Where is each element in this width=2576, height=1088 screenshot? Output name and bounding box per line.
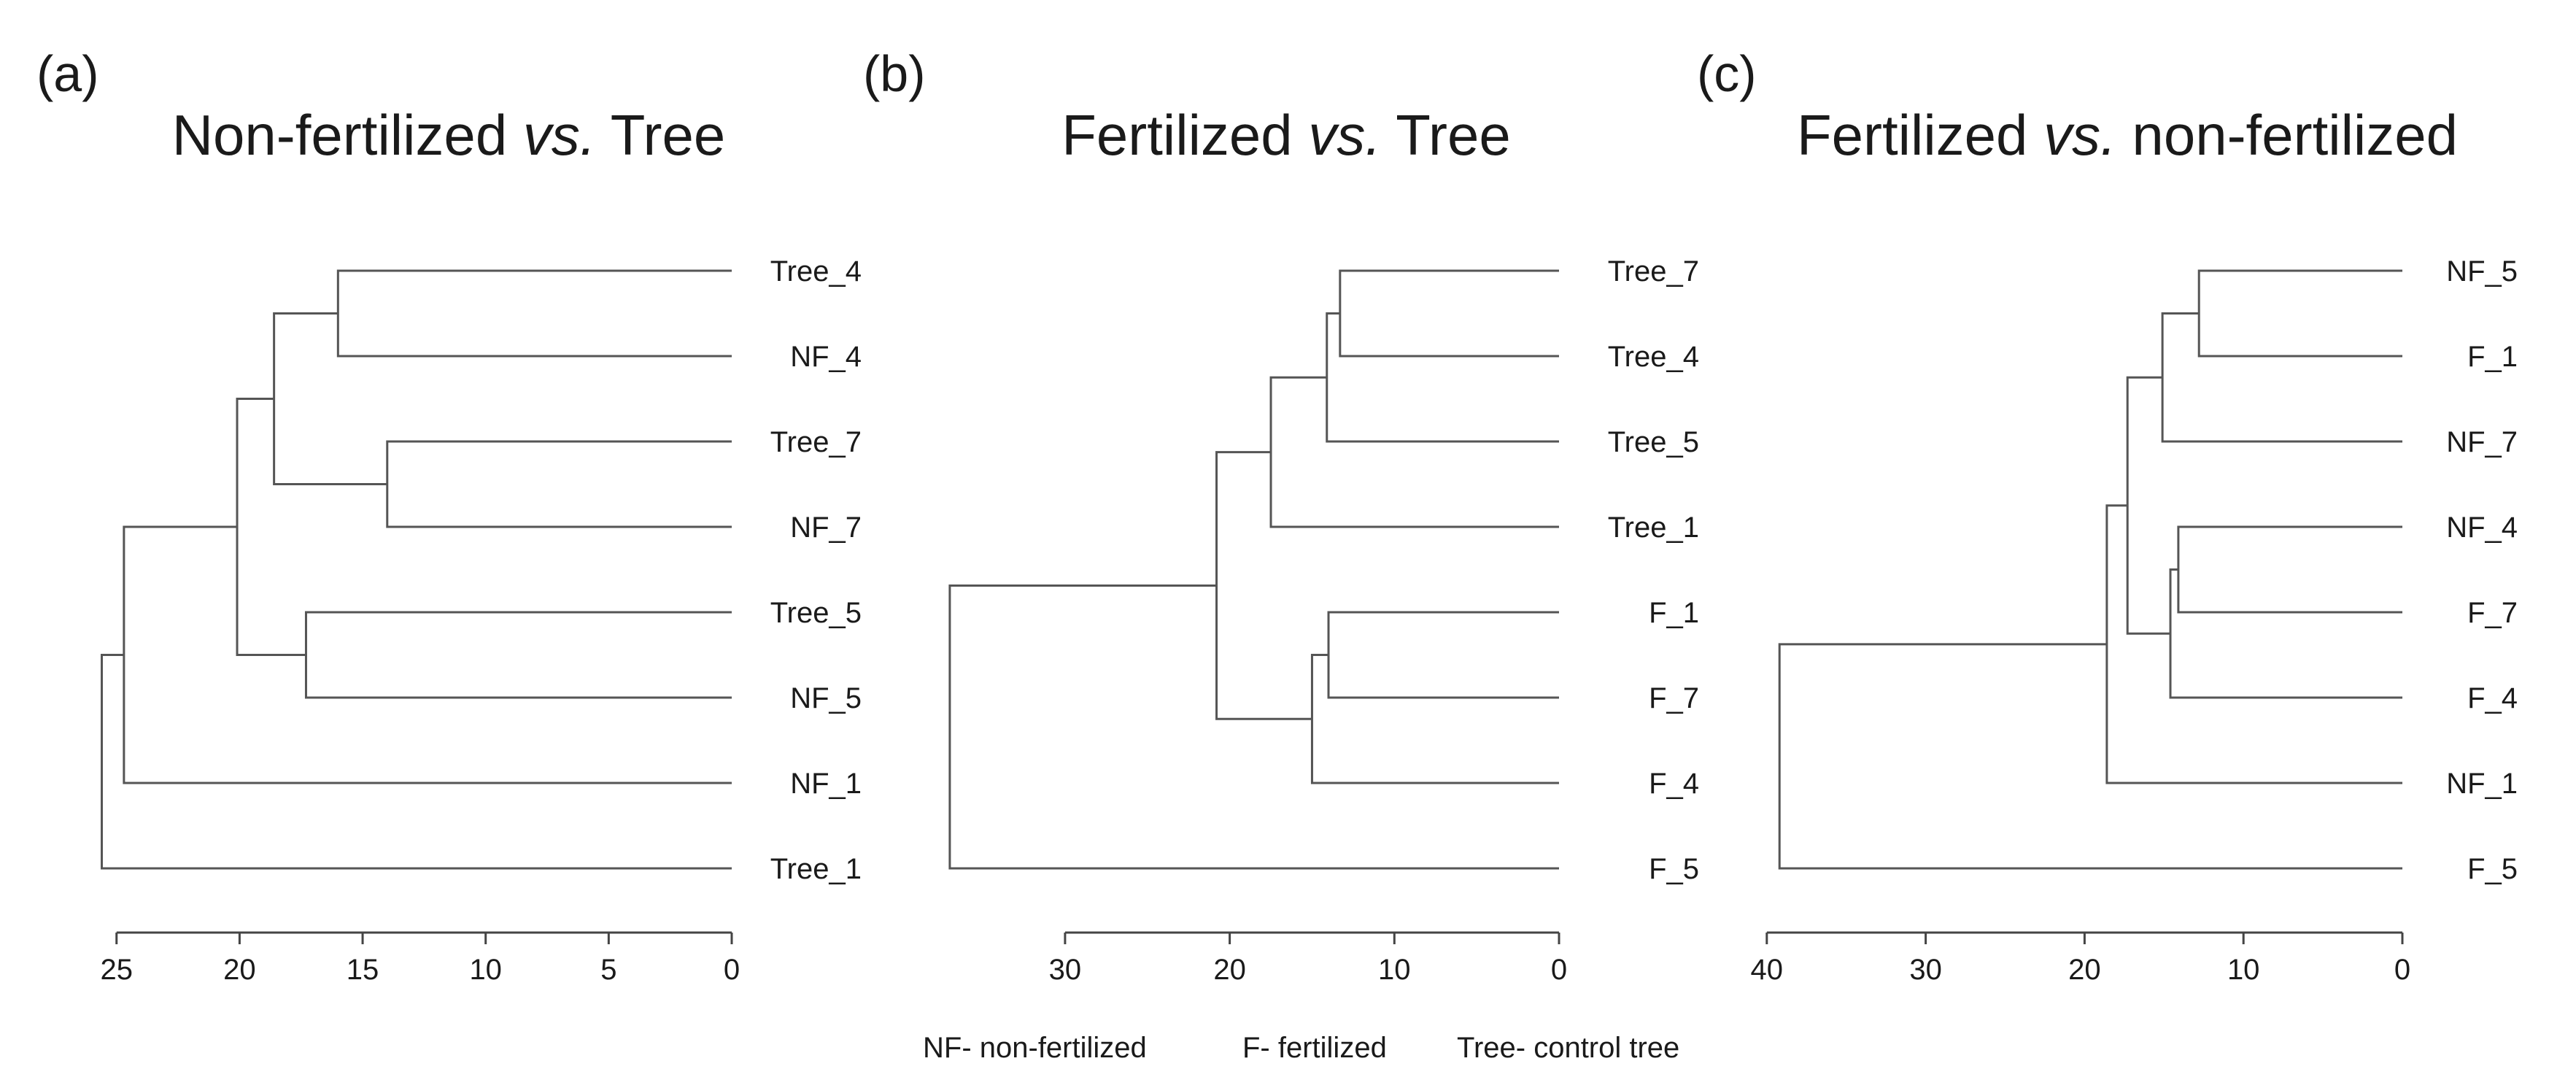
dendrogram-branch-A7 [101, 654, 732, 870]
dendrogram-branch-B6 [1215, 451, 1312, 720]
x-tick-label: 20 [223, 954, 256, 986]
dendrogram-branch-A3 [273, 312, 387, 485]
legend-nf: NF- non-fertilized [923, 1032, 1147, 1064]
leaf-label: Tree_5 [1608, 426, 1699, 458]
leaf-label: F_1 [2467, 341, 2518, 373]
dendrogram-branch-A4 [304, 611, 732, 699]
leaf-label: Tree_1 [1608, 512, 1699, 544]
panel-c-title: Fertilized vs. non-fertilized [1797, 103, 2458, 167]
panel-a-label: (a) [36, 45, 99, 102]
x-tick-label: 10 [469, 954, 502, 986]
panel-b: (b) Fertilized vs. Tree Tree_7 Tree_4 Tree… [863, 45, 1699, 986]
leaf-label: F_7 [1649, 682, 1699, 714]
x-tick-label: 20 [2068, 954, 2101, 986]
panel-b-title: Fertilized vs. Tree [1061, 103, 1511, 167]
legend-tree: Tree- control tree [1457, 1032, 1679, 1064]
x-tick-label: 30 [1909, 954, 1942, 986]
dendrogram-branch-B2 [1326, 312, 1559, 443]
legend: NF- non-fertilized F- fertilized Tree- c… [923, 1032, 1679, 1064]
dendrogram-branch-A5 [236, 398, 306, 656]
leaf-label: NF_1 [790, 768, 862, 800]
leaf-label: Tree_1 [770, 853, 862, 885]
leaf-label: NF_7 [2446, 426, 2518, 458]
panel-a-title: Non-fertilized vs. Tree [172, 103, 726, 167]
dendrogram-branch-A1 [336, 269, 732, 358]
leaf-label: NF_5 [2446, 255, 2518, 288]
dendrogram-branch-C7 [1778, 643, 2402, 870]
panel-c-label: (c) [1697, 45, 1757, 102]
dendrogram-branch-C1 [2197, 269, 2402, 358]
x-tick-label: 10 [1378, 954, 1411, 986]
x-tick-label: 40 [1751, 954, 1784, 986]
dendrogram-branch-C4 [2169, 568, 2402, 699]
x-tick-label: 10 [2227, 954, 2260, 986]
leaf-label: F_5 [2467, 853, 2518, 885]
dendrogram-branch-B7 [948, 584, 1559, 870]
leaf-label: NF_5 [790, 682, 862, 714]
dendrogram-branch-C5 [2126, 376, 2171, 635]
leaf-label: Tree_4 [770, 255, 862, 288]
dendrogram-branch-C3 [2177, 525, 2402, 614]
x-tick-label: 0 [724, 954, 740, 986]
dendrogram-branch-B3 [1269, 376, 1559, 528]
x-tick-label: 5 [600, 954, 616, 986]
dendrogram-branch-A6 [123, 525, 732, 784]
leaf-label: F_4 [2467, 682, 2518, 714]
leaf-label: Tree_5 [770, 597, 862, 629]
panel-a: (a) Non-fertilized vs. Tree Tree_4 NF_4 Tr… [36, 45, 862, 986]
leaf-label: Tree_4 [1608, 341, 1699, 373]
x-tick-label: 20 [1213, 954, 1246, 986]
leaf-label: F_5 [1649, 853, 1699, 885]
leaf-label: Tree_7 [1608, 255, 1699, 288]
leaf-label: Tree_7 [770, 426, 862, 458]
dendrogram-branch-B5 [1310, 654, 1559, 784]
dendrogram-branch-A2 [386, 440, 732, 528]
legend-f: F- fertilized [1242, 1032, 1387, 1064]
panel-b-label: (b) [863, 45, 926, 102]
leaf-label: F_7 [2467, 597, 2518, 629]
x-tick-label: 30 [1049, 954, 1082, 986]
x-tick-label: 0 [1551, 954, 1567, 986]
dendrogram-branch-C6 [2105, 504, 2402, 784]
leaf-label: F_1 [1649, 597, 1699, 629]
panel-c: (c) Fertilized vs. non-fertilized NF_5 F_… [1697, 45, 2518, 986]
leaf-label: NF_4 [790, 341, 862, 373]
x-tick-label: 25 [101, 954, 134, 986]
x-tick-label: 15 [347, 954, 379, 986]
leaf-label: F_4 [1649, 768, 1699, 800]
leaf-label: NF_7 [790, 512, 862, 544]
dendrogram-branch-B1 [1339, 269, 1559, 358]
dendrogram-branch-B4 [1327, 611, 1559, 699]
leaf-label: NF_1 [2446, 768, 2518, 800]
x-tick-label: 0 [2394, 954, 2410, 986]
leaf-label: NF_4 [2446, 512, 2518, 544]
